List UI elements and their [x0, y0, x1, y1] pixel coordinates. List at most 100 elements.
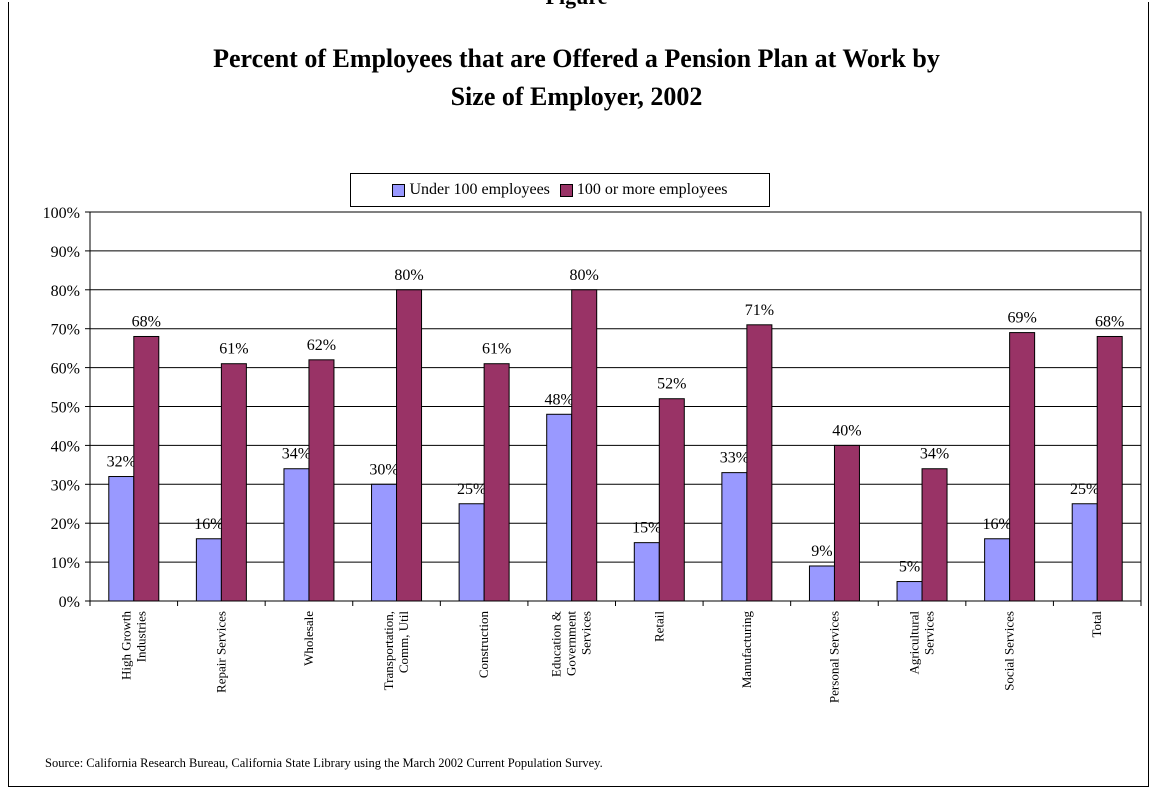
bar [721, 472, 748, 602]
legend-item-under-100: Under 100 employees [392, 181, 550, 199]
bar [195, 538, 222, 602]
data-label: 68% [132, 313, 161, 330]
x-category-label-line: Repair Services [213, 611, 228, 693]
x-category-label-line: Agricultural [907, 611, 922, 675]
data-label: 80% [570, 267, 599, 284]
data-label: 30% [369, 461, 398, 478]
data-label: 61% [219, 341, 248, 358]
bar [1009, 332, 1036, 602]
bar [133, 335, 160, 602]
bar [571, 289, 598, 602]
data-label: 15% [632, 520, 661, 537]
x-category-label: AgriculturalServices [907, 611, 937, 675]
data-label: 16% [982, 516, 1011, 533]
x-category-label-line: Industries [133, 611, 148, 662]
data-label: 71% [745, 302, 774, 319]
x-category-label: Manufacturing [739, 611, 754, 689]
bar [283, 468, 310, 602]
chart-frame [8, 2, 1149, 787]
data-label: 33% [720, 450, 749, 467]
bar [108, 476, 135, 602]
bar [396, 289, 423, 602]
source-note: Source: California Research Bureau, Cali… [45, 756, 603, 770]
x-category-label-line: Education & [549, 611, 564, 677]
bar [921, 468, 948, 602]
data-label: 34% [920, 446, 949, 463]
y-tick-label: 70% [51, 322, 80, 339]
x-category-label: Personal Services [826, 611, 841, 703]
bar [984, 538, 1011, 602]
data-label: 32% [107, 454, 136, 471]
x-category-label-line: Transportation, [381, 611, 396, 690]
chart-legend: Under 100 employees 100 or more employee… [350, 173, 770, 207]
data-label: 34% [282, 446, 311, 463]
y-tick-label: 50% [51, 400, 80, 417]
bar [308, 359, 335, 602]
x-category-label-line: Wholesale [301, 611, 316, 666]
x-category-label-line: Retail [651, 611, 666, 642]
data-label: 62% [307, 337, 336, 354]
y-tick-label: 60% [51, 361, 80, 378]
data-label: 68% [1095, 313, 1124, 330]
bar [220, 363, 247, 602]
chart-title-line-2: Size of Employer, 2002 [450, 82, 703, 111]
data-label: 25% [1070, 481, 1099, 498]
data-label: 9% [811, 543, 832, 560]
x-category-label: Social Services [1002, 611, 1017, 691]
x-category-label: Wholesale [301, 611, 316, 666]
data-label: 52% [657, 376, 686, 393]
bar [833, 444, 860, 602]
bar [458, 503, 485, 602]
data-label: 69% [1007, 310, 1036, 327]
data-label: 48% [545, 391, 574, 408]
data-label: 25% [457, 481, 486, 498]
x-category-label: Transportation,Comm, Util [381, 611, 411, 691]
x-category-label-line: Services [922, 611, 937, 655]
bar [658, 398, 685, 602]
x-category-label-line: Manufacturing [739, 611, 754, 689]
bar [746, 324, 773, 602]
x-category-label-line: Services [579, 611, 594, 655]
x-category-label-line: Social Services [1002, 611, 1017, 691]
x-category-label: Repair Services [213, 611, 228, 693]
legend-swatch-100-or-more [559, 183, 573, 197]
chart-title-line-1: Percent of Employees that are Offered a … [213, 44, 940, 73]
y-tick-label: 90% [51, 244, 80, 261]
x-category-label-line: Construction [476, 611, 491, 679]
bar [808, 565, 835, 602]
y-tick-label: 80% [51, 283, 80, 300]
bar [371, 483, 398, 602]
bar [546, 413, 573, 602]
y-tick-label: 0% [59, 594, 80, 611]
x-category-label-line: Government [564, 611, 579, 676]
data-label: 16% [194, 516, 223, 533]
bar [633, 542, 660, 602]
chart-title: Percent of Employees that are Offered a … [0, 40, 1153, 116]
data-label: 80% [394, 267, 423, 284]
x-category-label-line: Total [1089, 611, 1104, 638]
x-category-label-line: High Growth [118, 611, 133, 680]
y-tick-label: 20% [51, 516, 80, 533]
data-label: 5% [899, 559, 920, 576]
data-label: 61% [482, 341, 511, 358]
figure-label-fragment: Figure [0, 0, 1153, 10]
bar [1071, 503, 1098, 602]
y-tick-label: 30% [51, 477, 80, 494]
y-tick-label: 40% [51, 438, 80, 455]
x-category-label: Total [1089, 611, 1104, 638]
legend-swatch-under-100 [392, 183, 406, 197]
data-label: 40% [832, 422, 861, 439]
legend-label-under-100: Under 100 employees [409, 181, 550, 198]
x-category-label: Education &GovernmentServices [549, 611, 594, 677]
y-tick-label: 100% [43, 205, 80, 222]
x-category-label: Retail [651, 611, 666, 642]
legend-label-100-or-more: 100 or more employees [576, 181, 728, 198]
legend-item-100-or-more: 100 or more employees [559, 181, 728, 199]
x-category-label: Construction [476, 611, 491, 679]
x-category-label-line: Comm, Util [396, 611, 411, 674]
x-category-label: High GrowthIndustries [118, 611, 148, 680]
bar [896, 581, 923, 602]
y-tick-label: 10% [51, 555, 80, 572]
x-category-label-line: Personal Services [826, 611, 841, 703]
